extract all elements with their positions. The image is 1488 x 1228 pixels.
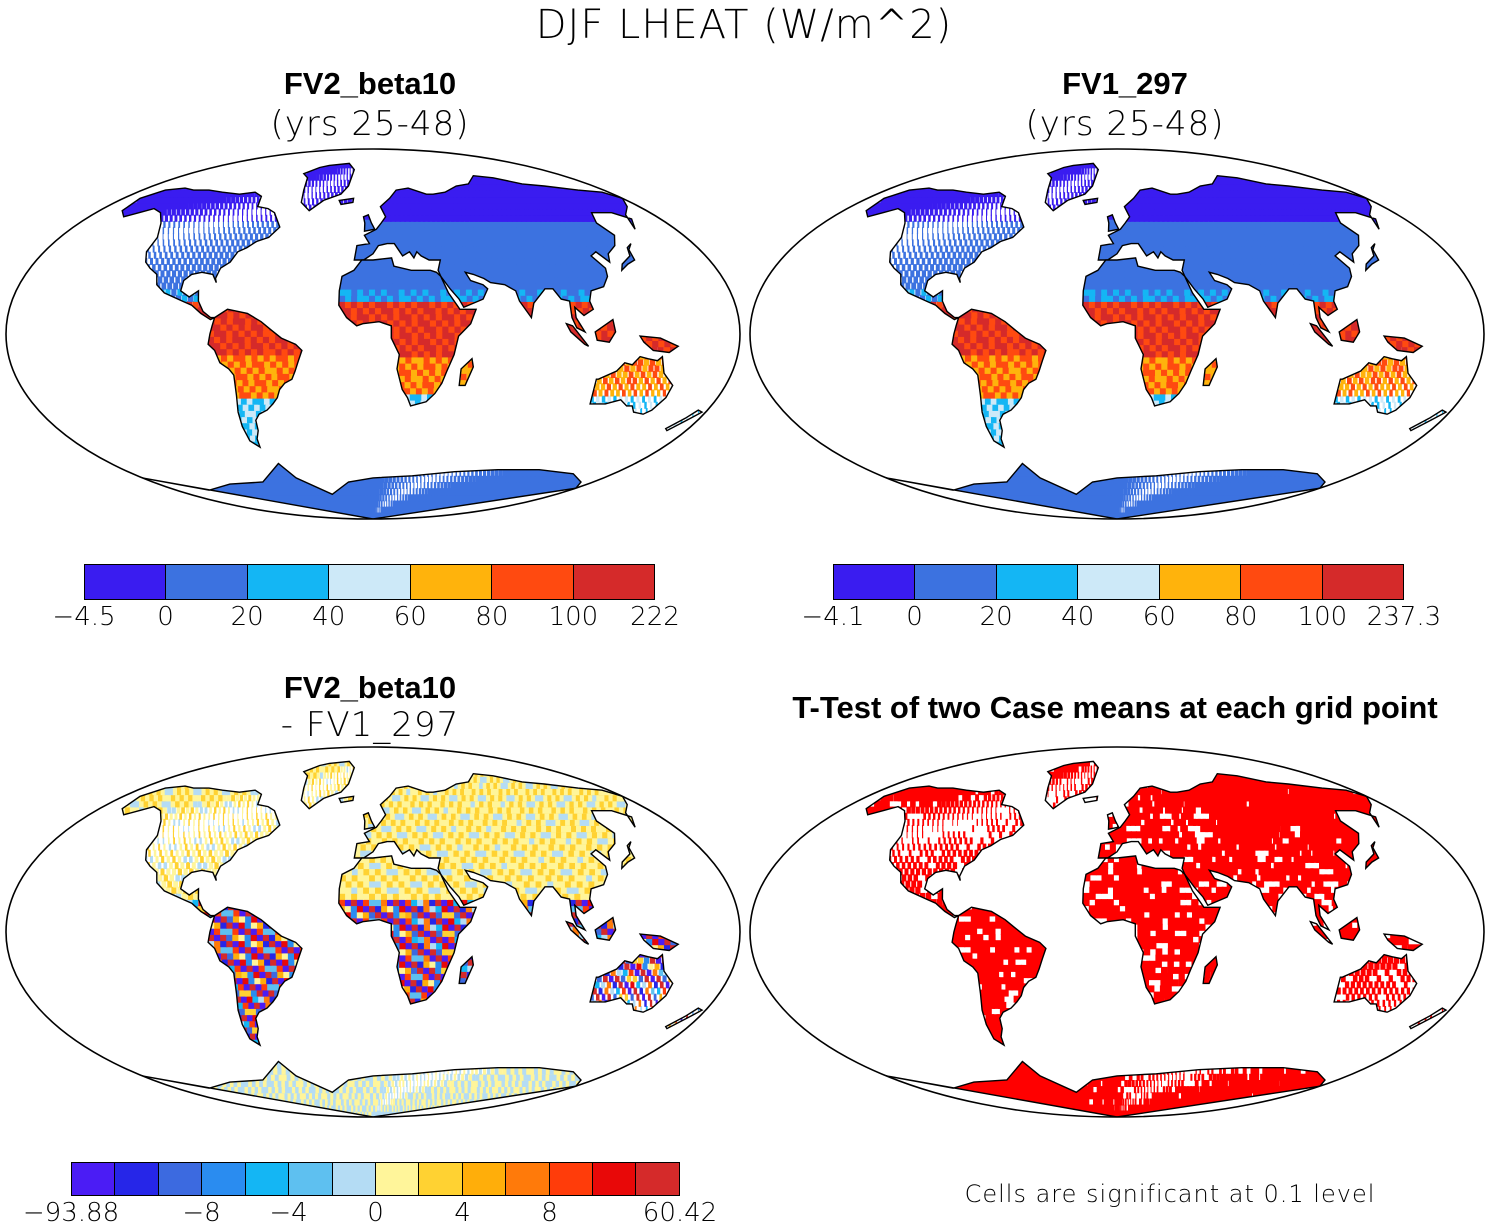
colorbar-tick-label: 100	[1298, 602, 1348, 632]
colorbar-swatch	[419, 1163, 462, 1195]
colorbar-swatch	[492, 565, 573, 599]
ocean	[6, 747, 740, 1117]
colorbar-tick-label: 40	[312, 602, 345, 632]
map-difference	[4, 745, 742, 1119]
colorbar-tick-label: 40	[1061, 602, 1094, 632]
colorbar-tick-label: −4.1	[801, 602, 864, 632]
panel-title-ttest: T-Test of two Case means at each grid po…	[760, 690, 1470, 726]
colorbar-swatch	[329, 565, 410, 599]
colorbar-swatch	[593, 1163, 636, 1195]
colorbar-tick-label: 60	[394, 602, 427, 632]
colorbar-tick-label: 0	[367, 1198, 384, 1228]
colorbar-swatch	[333, 1163, 376, 1195]
colorbar-swatch	[411, 565, 492, 599]
colorbar-swatch	[289, 1163, 332, 1195]
colorbar-tick-label: 0	[906, 602, 923, 632]
colorbar-swatch	[246, 1163, 289, 1195]
colorbar-swatch	[115, 1163, 158, 1195]
colorbar-tick-label: −4	[269, 1198, 307, 1228]
colorbar-swatch	[834, 565, 915, 599]
map-model-a	[4, 147, 742, 521]
significance-footnote: Cells are significant at 0.1 level	[900, 1180, 1440, 1208]
colorbar-model-a	[84, 564, 655, 600]
colorbar-difference	[71, 1162, 680, 1196]
ocean	[750, 149, 1484, 519]
colorbar-tick-label: 237.3	[1367, 602, 1441, 632]
colorbar-tick-label: 20	[980, 602, 1013, 632]
colorbar-swatch	[463, 1163, 506, 1195]
colorbar-swatch	[166, 565, 247, 599]
colorbar-swatch	[1078, 565, 1159, 599]
colorbar-tick-label: 20	[231, 602, 264, 632]
colorbar-swatch	[1241, 565, 1322, 599]
colorbar-swatch	[574, 565, 654, 599]
panel-title-model-b: FV1_297	[970, 66, 1280, 102]
colorbar-tick-label: 100	[549, 602, 599, 632]
colorbar-swatch	[376, 1163, 419, 1195]
colorbar-tick-label: 4	[454, 1198, 471, 1228]
colorbar-swatch	[159, 1163, 202, 1195]
colorbar-swatch	[202, 1163, 245, 1195]
colorbar-tick-label: 8	[541, 1198, 558, 1228]
colorbar-tick-label: 60	[1143, 602, 1176, 632]
panel-title-model-a: FV2_beta10	[215, 66, 525, 102]
panel-subtitle-difference: - FV1_297	[215, 705, 525, 745]
colorbar-tick-label: 80	[475, 602, 508, 632]
map-ttest	[748, 745, 1486, 1119]
colorbar-swatch	[248, 565, 329, 599]
panel-subtitle-model-a: (yrs 25-48)	[215, 104, 525, 144]
colorbar-tick-label: −93.88	[23, 1198, 119, 1228]
colorbar-swatch	[1323, 565, 1403, 599]
panel-title-difference: FV2_beta10	[215, 670, 525, 706]
colorbar-swatch	[915, 565, 996, 599]
colorbar-tick-label: 80	[1224, 602, 1257, 632]
colorbar-tick-label: −8	[182, 1198, 220, 1228]
panel-subtitle-model-b: (yrs 25-48)	[970, 104, 1280, 144]
colorbar-swatch	[1160, 565, 1241, 599]
colorbar-model-b	[833, 564, 1404, 600]
colorbar-swatch	[72, 1163, 115, 1195]
ocean	[750, 747, 1484, 1117]
figure-title: DJF LHEAT (W/m^2)	[0, 2, 1488, 48]
ocean	[6, 149, 740, 519]
colorbar-swatch	[636, 1163, 678, 1195]
colorbar-swatch	[85, 565, 166, 599]
colorbar-swatch	[550, 1163, 593, 1195]
colorbar-swatch	[506, 1163, 549, 1195]
colorbar-swatch	[997, 565, 1078, 599]
colorbar-tick-label: −4.5	[52, 602, 115, 632]
map-model-b	[748, 147, 1486, 521]
colorbar-tick-label: 222	[630, 602, 680, 632]
colorbar-tick-label: 0	[157, 602, 174, 632]
colorbar-tick-label: 60.42	[643, 1198, 717, 1228]
